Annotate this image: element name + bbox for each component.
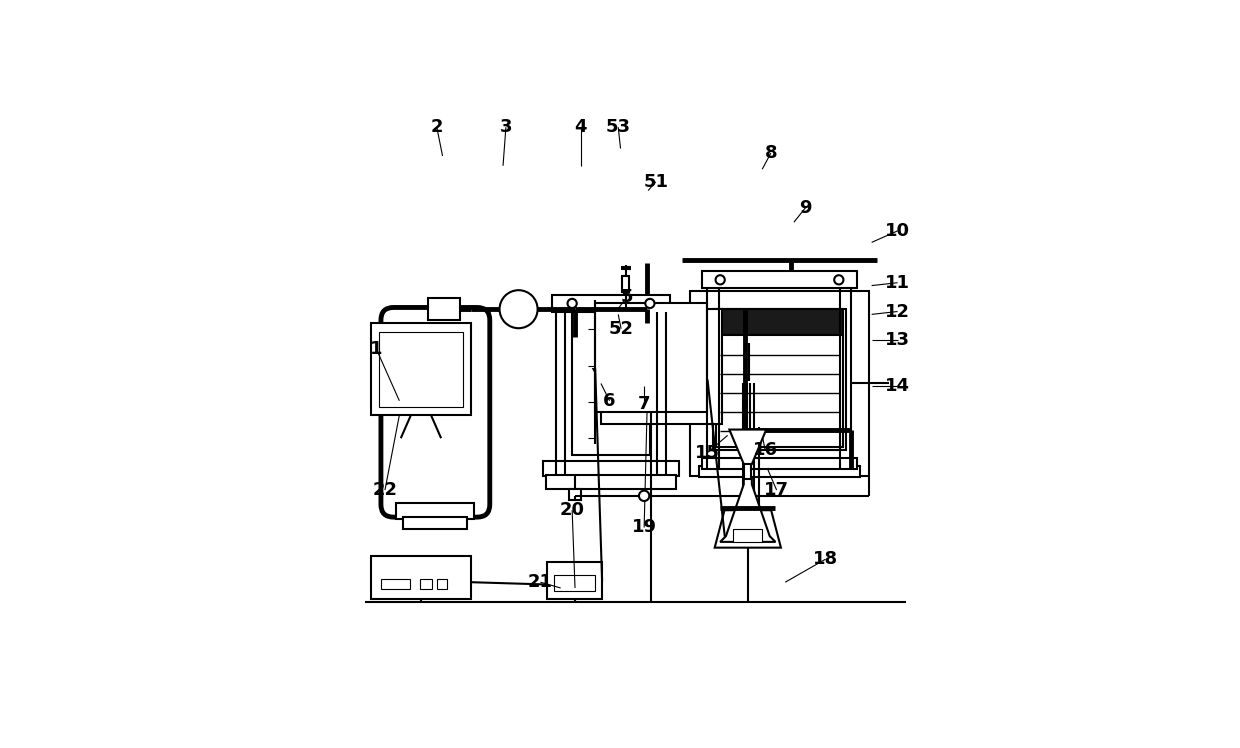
Bar [717, 334, 843, 447]
Bar [717, 309, 843, 334]
Text: 16: 16 [753, 441, 777, 459]
Bar [543, 462, 678, 476]
Circle shape [715, 275, 724, 284]
Text: 5: 5 [620, 288, 634, 306]
Polygon shape [720, 479, 775, 542]
Circle shape [500, 290, 538, 328]
FancyBboxPatch shape [381, 307, 490, 517]
Bar [552, 295, 670, 311]
Bar [569, 489, 580, 500]
Polygon shape [729, 429, 766, 464]
Bar [547, 562, 603, 599]
Bar [691, 291, 869, 476]
Bar [547, 474, 676, 489]
Text: 11: 11 [885, 274, 910, 292]
Text: 1: 1 [370, 340, 383, 358]
Text: 21: 21 [528, 573, 553, 591]
Bar [699, 467, 861, 476]
Text: 4: 4 [574, 118, 587, 136]
Text: 18: 18 [813, 551, 838, 568]
Text: 3: 3 [500, 118, 512, 136]
Bar [572, 311, 650, 456]
Bar [428, 298, 460, 320]
Text: 52: 52 [609, 320, 634, 338]
Bar [379, 331, 463, 407]
Text: 19: 19 [631, 518, 657, 536]
Circle shape [645, 299, 655, 308]
Text: 2: 2 [430, 118, 443, 136]
Bar [744, 464, 751, 479]
Bar [381, 579, 409, 589]
Text: 10: 10 [885, 222, 910, 240]
Bar [601, 309, 722, 424]
Bar [436, 579, 448, 589]
Bar [554, 574, 595, 591]
Text: 12: 12 [885, 302, 910, 320]
Text: 13: 13 [885, 331, 910, 349]
Text: 14: 14 [885, 378, 910, 396]
Circle shape [835, 275, 843, 284]
Polygon shape [594, 369, 609, 382]
Circle shape [568, 299, 577, 308]
Bar [595, 303, 708, 412]
Circle shape [639, 491, 650, 501]
Text: 6: 6 [604, 392, 616, 410]
Bar [419, 579, 433, 589]
Bar [733, 530, 763, 542]
Text: 17: 17 [764, 481, 789, 499]
Text: 53: 53 [605, 118, 631, 136]
Bar [702, 459, 857, 469]
Text: 51: 51 [644, 173, 668, 191]
Text: 9: 9 [799, 199, 812, 217]
Bar [403, 517, 467, 529]
Text: 22: 22 [372, 481, 398, 499]
Text: 8: 8 [765, 144, 777, 162]
Bar [622, 276, 629, 292]
Bar [713, 309, 846, 450]
Text: 15: 15 [694, 444, 720, 462]
Polygon shape [714, 510, 781, 548]
Bar [397, 503, 474, 519]
Bar [371, 557, 471, 599]
Bar [702, 272, 857, 289]
Bar [371, 323, 471, 415]
Text: 7: 7 [637, 395, 651, 413]
Text: 20: 20 [559, 501, 584, 519]
